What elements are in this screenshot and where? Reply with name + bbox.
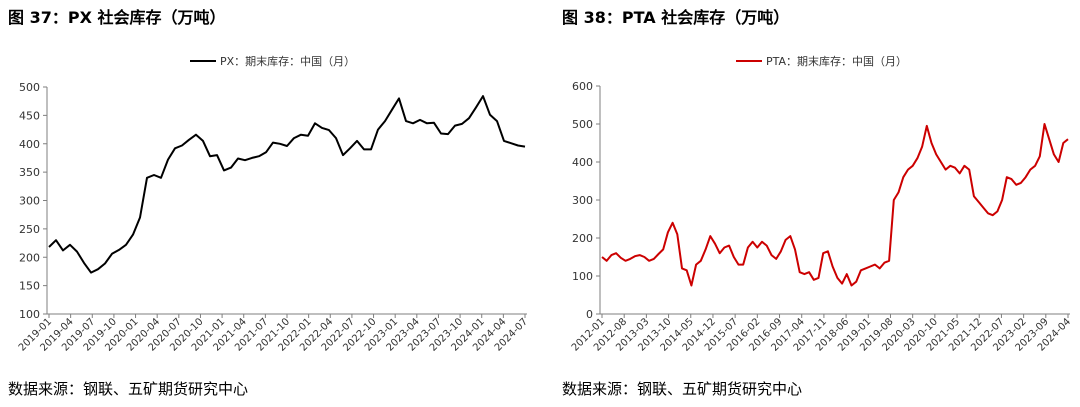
y-tick-label: 300 — [19, 195, 40, 208]
legend-label: PX：期末库存：中国（月） — [220, 54, 355, 68]
source-note: 数据来源：钢联、五矿期货研究中心 — [562, 380, 803, 398]
source-note: 数据来源：钢联、五矿期货研究中心 — [8, 380, 249, 398]
legend-label: PTA：期末库存：中国（月） — [766, 54, 907, 68]
y-tick-label: 100 — [572, 270, 593, 283]
y-tick-label: 500 — [572, 118, 593, 131]
y-tick-label: 500 — [19, 81, 40, 94]
y-tick-label: 400 — [19, 138, 40, 151]
figure-title: 图 37：PX 社会库存（万吨） — [8, 8, 226, 27]
px-panel: 100 150 200 250 300 350 400 450 500 2019-01 2019-0… — [8, 8, 530, 398]
y-tick-label: 100 — [19, 308, 40, 321]
series-line — [601, 123, 1069, 287]
px-chart: 1001502002503003504004505002019-012019-0… — [17, 54, 530, 354]
y-tick-label: 450 — [19, 109, 40, 122]
y-tick-label: 200 — [572, 232, 593, 245]
y-tick-label: 250 — [19, 223, 40, 236]
y-tick-label: 0 — [586, 308, 593, 321]
y-tick-label: 600 — [572, 80, 593, 93]
y-tick-label: 200 — [19, 251, 40, 264]
figure-title: 图 38：PTA 社会库存（万吨） — [562, 8, 790, 27]
pta-panel: 0 100 200 300 400 500 600 2012-01 2012-08 2013-03… — [540, 0, 1080, 407]
y-tick-label: 400 — [572, 156, 593, 169]
y-tick-label: 350 — [19, 166, 40, 179]
y-tick-label: 300 — [572, 194, 593, 207]
pta-chart: 01002003004005006002012-012012-082013-03… — [570, 54, 1073, 354]
series-line — [48, 95, 526, 274]
y-tick-label: 150 — [19, 280, 40, 293]
